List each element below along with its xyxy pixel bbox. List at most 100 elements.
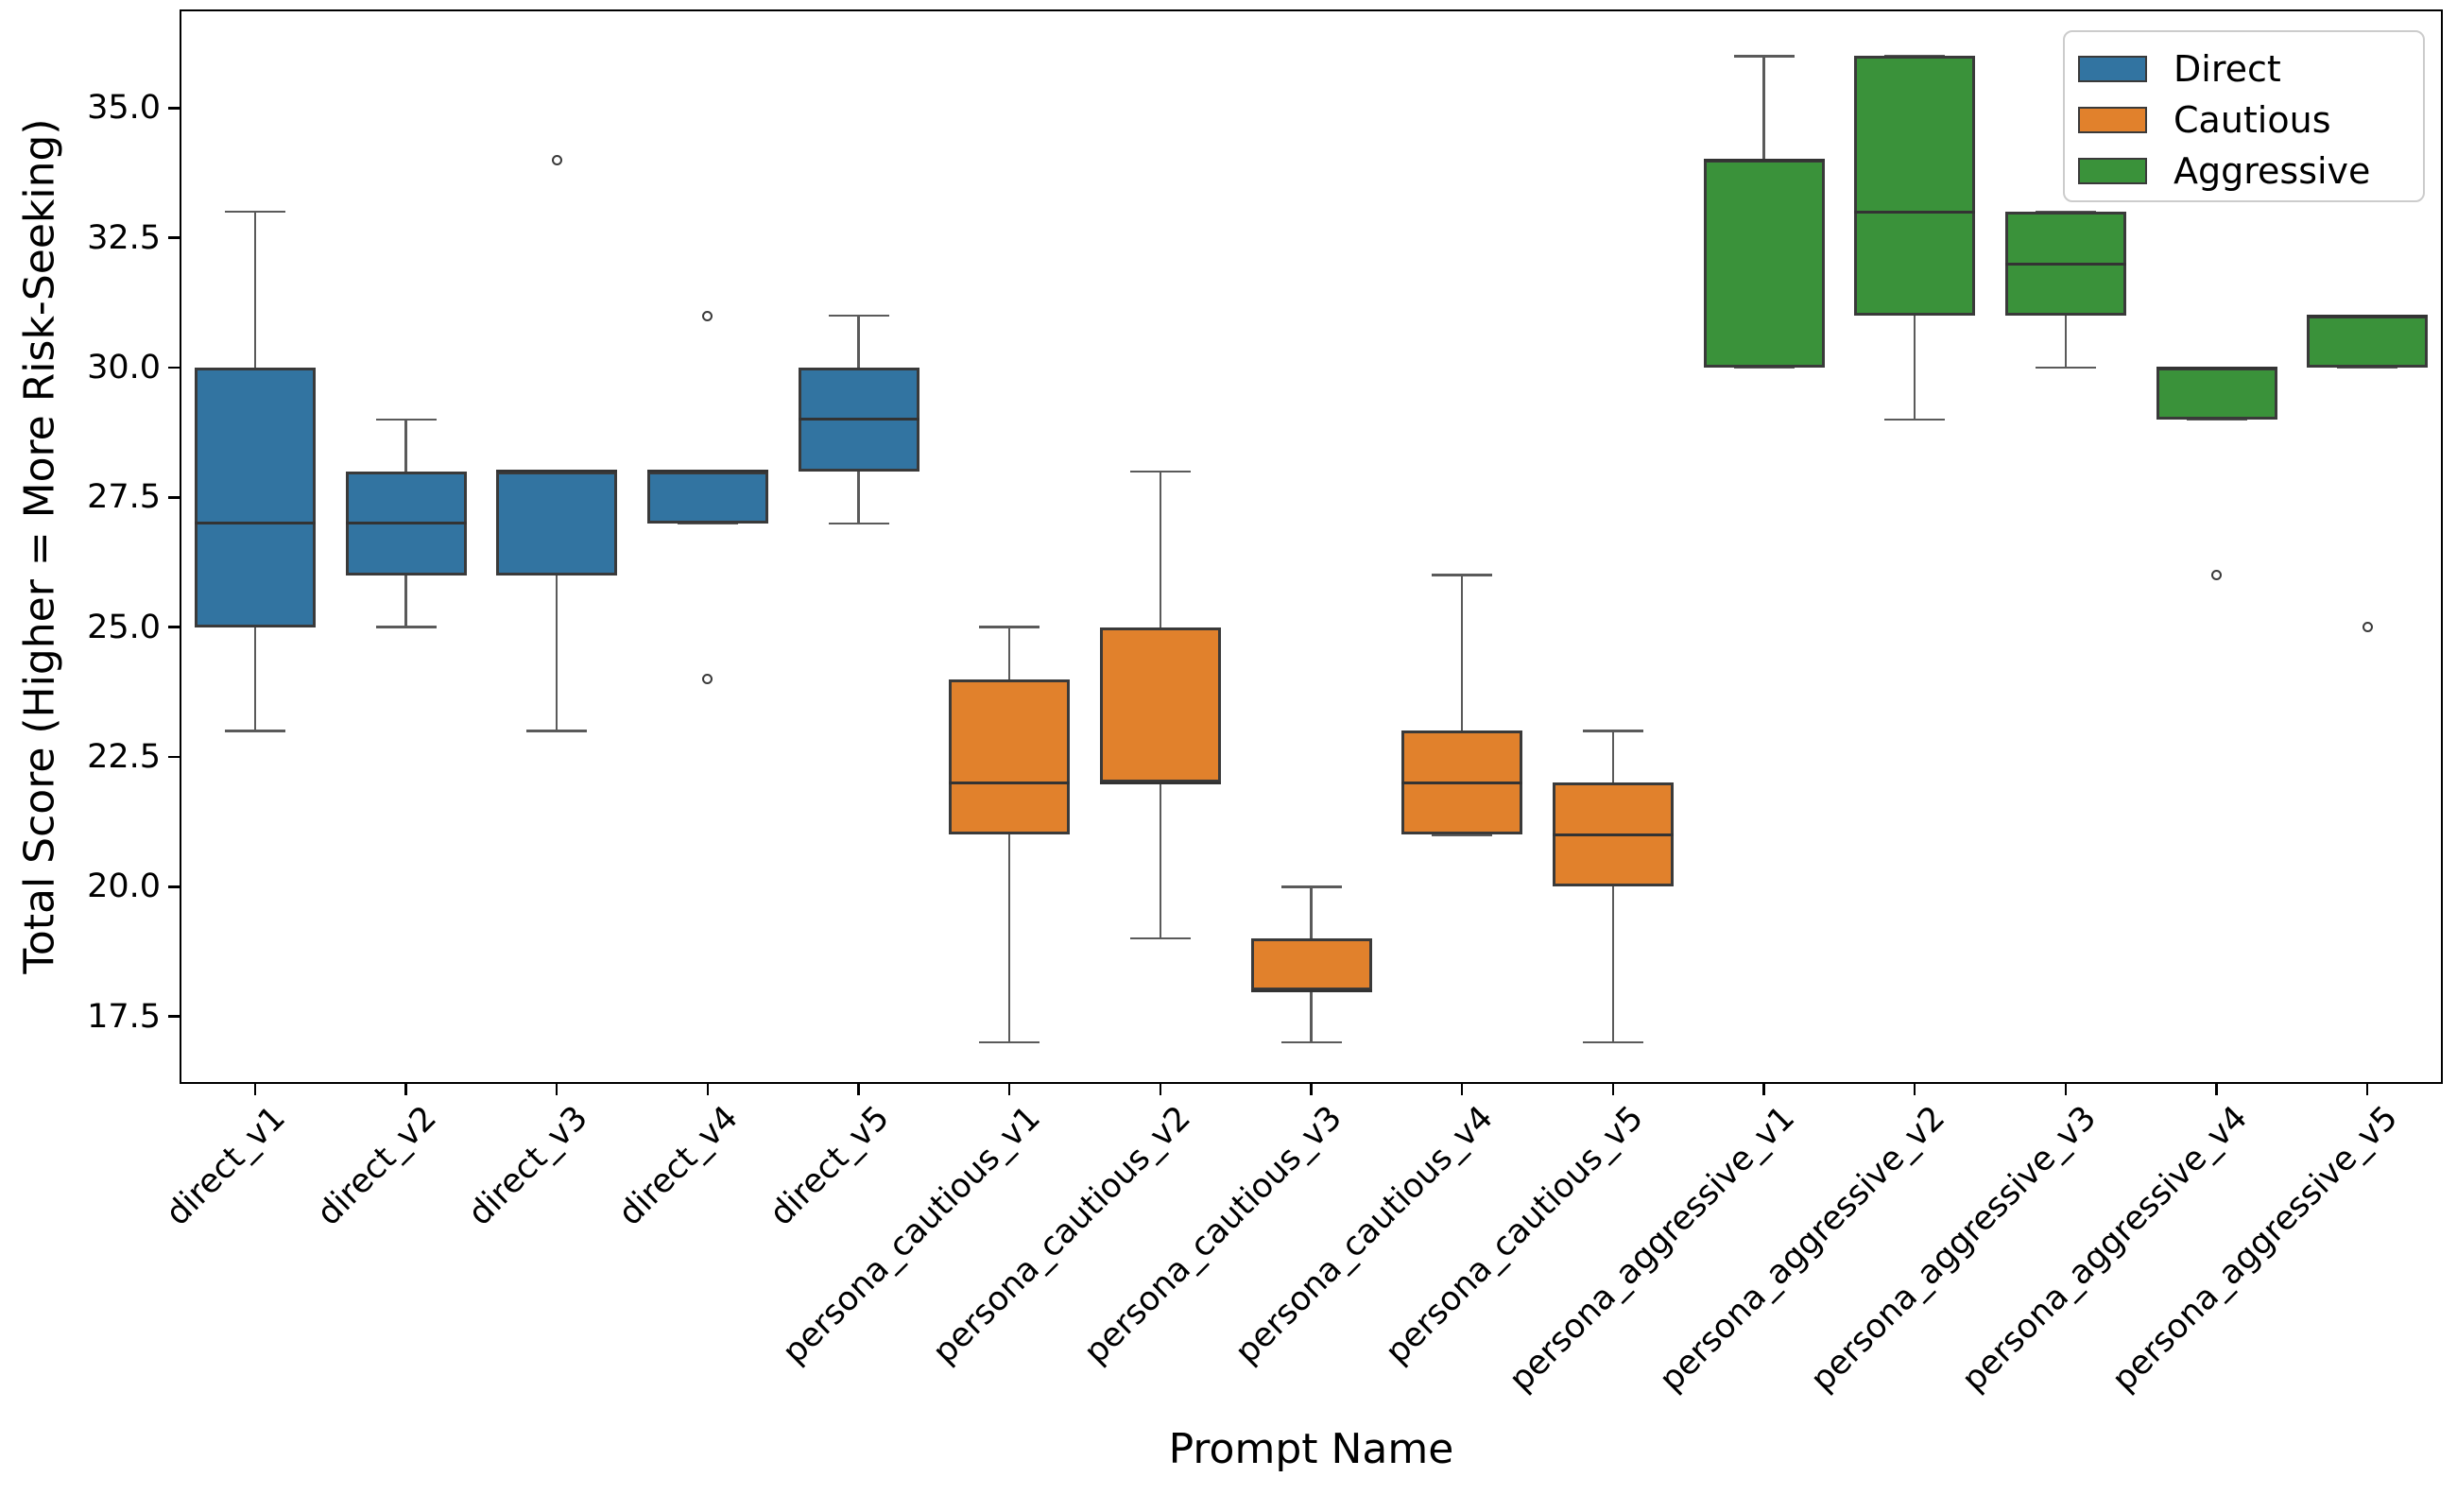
y-tick-mark xyxy=(168,626,180,628)
outlier-point xyxy=(702,310,713,321)
lower-whisker-cap xyxy=(2035,366,2096,369)
lower-whisker xyxy=(1611,886,1615,1043)
y-tick-label: 32.5 xyxy=(87,218,161,257)
x-tick-label: persona_aggressive_v1 xyxy=(1502,1099,1802,1400)
upper-whisker-cap xyxy=(1432,574,1493,576)
y-tick-mark xyxy=(168,496,180,499)
y-tick-mark xyxy=(168,755,180,759)
x-tick-label: persona_cautious_v3 xyxy=(1076,1099,1349,1372)
x-tick-mark xyxy=(253,1084,257,1095)
upper-whisker xyxy=(1007,627,1011,679)
x-tick-mark xyxy=(555,1084,558,1095)
legend-entry-direct: Direct xyxy=(2078,43,2423,94)
box-persona_aggressive_v1 xyxy=(1703,160,1825,368)
outlier-point xyxy=(702,674,713,685)
lower-whisker xyxy=(1007,834,1011,1043)
x-tick-mark xyxy=(404,1084,407,1095)
x-tick-mark xyxy=(2064,1084,2068,1095)
x-tick-label: persona_aggressive_v4 xyxy=(1954,1099,2255,1400)
lower-whisker xyxy=(253,627,257,731)
y-tick-label: 20.0 xyxy=(87,868,161,906)
x-tick-label: persona_cautious_v1 xyxy=(775,1099,1048,1372)
median-line xyxy=(798,418,919,421)
lower-whisker xyxy=(1913,316,1916,420)
box-persona_cautious_v2 xyxy=(1099,627,1221,783)
upper-whisker-cap xyxy=(1582,730,1643,732)
median-line xyxy=(2307,314,2429,318)
box-persona_aggressive_v4 xyxy=(2156,368,2277,420)
lower-whisker-cap xyxy=(375,626,437,628)
x-tick-mark xyxy=(2215,1084,2218,1095)
median-line xyxy=(646,470,768,473)
y-tick-mark xyxy=(168,1015,180,1018)
legend-entry-cautious: Cautious xyxy=(2078,94,2423,146)
x-axis-title: Prompt Name xyxy=(1168,1425,1454,1473)
box-persona_cautious_v1 xyxy=(949,679,1071,835)
lower-whisker-cap xyxy=(2337,366,2398,369)
legend-swatch-icon xyxy=(2078,56,2147,82)
upper-whisker-cap xyxy=(828,314,889,318)
x-tick-mark xyxy=(1460,1084,1464,1095)
upper-whisker-cap xyxy=(1129,470,1191,473)
outlier-point xyxy=(551,154,562,165)
x-tick-mark xyxy=(857,1084,860,1095)
box-direct_v4 xyxy=(646,471,768,524)
lower-whisker xyxy=(2064,316,2068,368)
upper-whisker xyxy=(404,419,407,472)
legend-entry-aggressive: Aggressive xyxy=(2078,146,2423,197)
x-tick-label: direct_v3 xyxy=(460,1099,595,1233)
lower-whisker-cap xyxy=(526,730,588,732)
median-line xyxy=(496,470,618,473)
x-tick-label: persona_cautious_v2 xyxy=(925,1099,1199,1372)
y-tick-label: 17.5 xyxy=(87,997,161,1036)
median-line xyxy=(194,522,316,525)
upper-whisker-cap xyxy=(224,210,285,214)
x-tick-mark xyxy=(1762,1084,1765,1095)
lower-whisker-cap xyxy=(1129,936,1191,940)
x-tick-mark xyxy=(1611,1084,1615,1095)
upper-whisker xyxy=(1159,471,1162,627)
median-line xyxy=(1552,833,1674,836)
upper-whisker xyxy=(1460,575,1464,731)
y-tick-label: 35.0 xyxy=(87,89,161,128)
box-direct_v1 xyxy=(194,368,316,627)
upper-whisker-cap xyxy=(375,418,437,421)
legend-label: Aggressive xyxy=(2174,150,2371,192)
box-persona_cautious_v3 xyxy=(1250,938,1372,991)
upper-whisker xyxy=(1762,56,1765,161)
x-tick-label: direct_v2 xyxy=(309,1099,444,1233)
x-tick-mark xyxy=(2365,1084,2369,1095)
x-tick-label: direct_v1 xyxy=(159,1099,294,1233)
y-tick-label: 22.5 xyxy=(87,737,161,776)
box-direct_v3 xyxy=(496,471,618,576)
lower-whisker-cap xyxy=(1432,833,1493,836)
upper-whisker xyxy=(1611,730,1615,783)
lower-whisker-cap xyxy=(1280,1040,1342,1044)
median-line xyxy=(1099,781,1221,784)
lower-whisker-cap xyxy=(1884,418,1946,421)
outlier-point xyxy=(2211,570,2222,581)
legend-label: Cautious xyxy=(2174,99,2331,141)
legend: Direct Cautious Aggressive xyxy=(2063,30,2425,202)
lower-whisker xyxy=(1159,782,1162,939)
y-tick-label: 27.5 xyxy=(87,478,161,517)
median-line xyxy=(1854,210,1976,214)
x-tick-label: persona_aggressive_v2 xyxy=(1653,1099,1953,1400)
upper-whisker-cap xyxy=(979,626,1040,628)
lower-whisker-cap xyxy=(2186,418,2247,421)
median-line xyxy=(1250,988,1372,992)
lower-whisker-cap xyxy=(224,730,285,732)
x-tick-mark xyxy=(706,1084,710,1095)
x-tick-label: persona_cautious_v4 xyxy=(1228,1099,1501,1372)
upper-whisker-cap xyxy=(1280,885,1342,888)
y-tick-mark xyxy=(168,885,180,888)
y-tick-mark xyxy=(168,107,180,110)
median-line xyxy=(2156,366,2277,369)
outlier-point xyxy=(2362,622,2373,633)
x-tick-mark xyxy=(1913,1084,1916,1095)
median-line xyxy=(2004,262,2126,266)
legend-swatch-icon xyxy=(2078,158,2147,184)
y-tick-label: 25.0 xyxy=(87,608,161,646)
lower-whisker xyxy=(1310,990,1313,1043)
